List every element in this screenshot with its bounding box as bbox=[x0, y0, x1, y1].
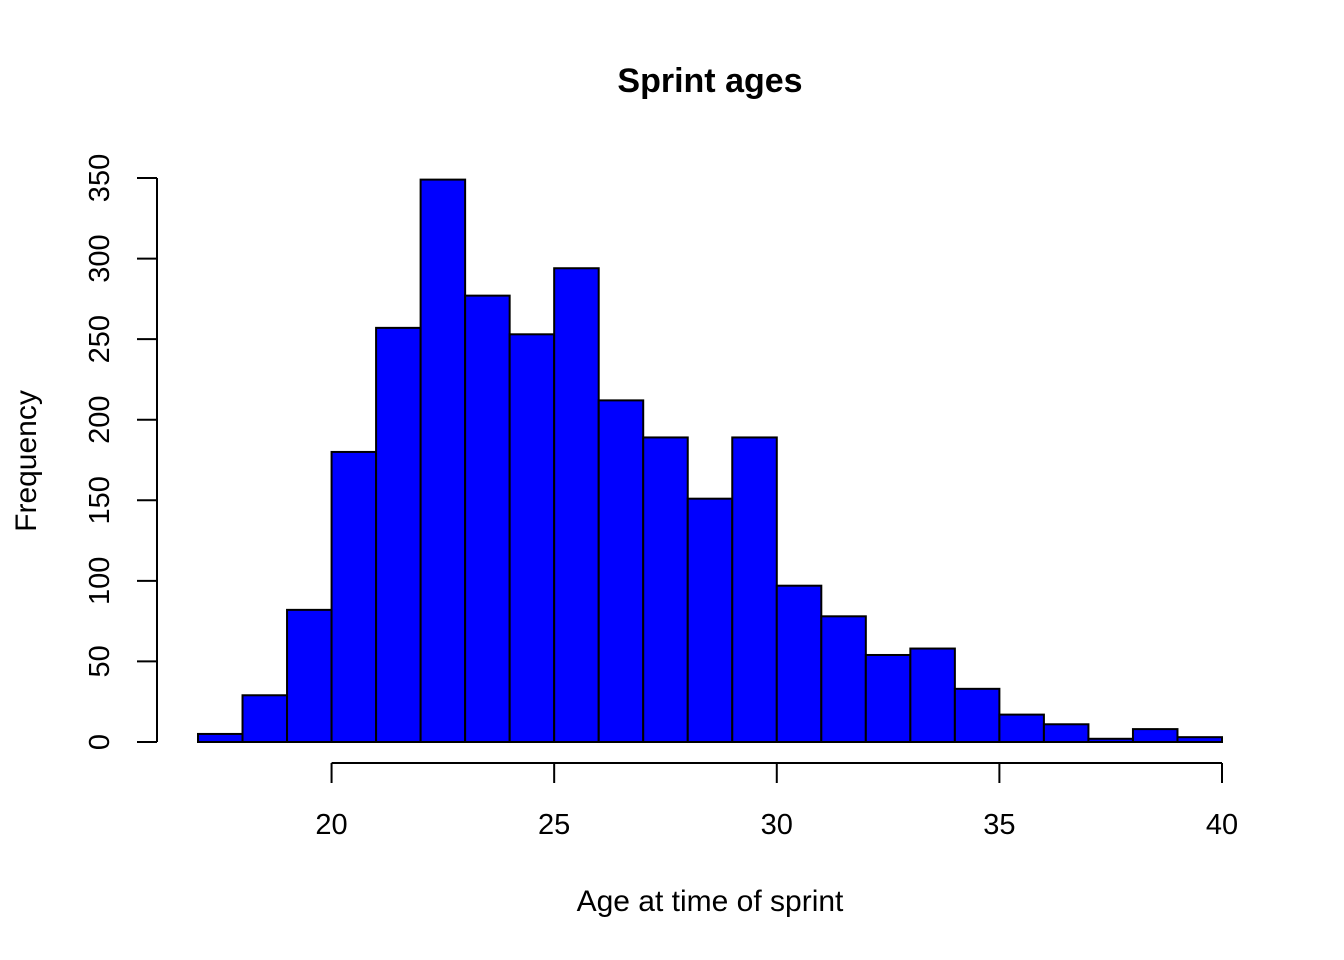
histogram-bar bbox=[642, 436, 689, 743]
x-axis: 20 25 30 35 40 bbox=[315, 762, 1238, 841]
histogram-bar bbox=[998, 713, 1045, 743]
y-tick-label: 200 bbox=[84, 396, 116, 444]
histogram-bar bbox=[597, 399, 645, 743]
histogram-bar bbox=[553, 267, 600, 743]
y-tick-label: 300 bbox=[84, 234, 116, 282]
x-tick-label: 40 bbox=[1206, 809, 1238, 841]
y-tick-label: 50 bbox=[84, 645, 116, 677]
x-tick-label: 35 bbox=[983, 809, 1015, 841]
bars-group bbox=[197, 178, 1224, 744]
histogram-bar bbox=[1087, 737, 1134, 744]
histogram-bar bbox=[286, 608, 333, 743]
y-tick-label: 150 bbox=[84, 476, 116, 524]
histogram-bar bbox=[1176, 736, 1224, 743]
x-tick-label: 30 bbox=[761, 809, 793, 841]
histogram-bar bbox=[686, 497, 734, 743]
y-axis-label: Frequency bbox=[10, 390, 43, 532]
y-tick-label: 350 bbox=[84, 154, 116, 202]
y-tick-label: 250 bbox=[84, 315, 116, 363]
histogram-bar bbox=[953, 687, 1001, 744]
y-tick-label: 0 bbox=[84, 734, 116, 750]
x-axis-label: Age at time of sprint bbox=[577, 885, 844, 918]
chart-title: Sprint ages bbox=[617, 62, 802, 100]
x-tick-label: 25 bbox=[538, 809, 570, 841]
histogram-bar bbox=[1131, 728, 1179, 744]
histogram-bar bbox=[864, 653, 912, 743]
histogram-bar bbox=[375, 326, 422, 743]
histogram-bar bbox=[241, 694, 289, 743]
histogram-bar bbox=[330, 450, 378, 743]
histogram-bar bbox=[1042, 723, 1090, 744]
histogram-bar bbox=[731, 436, 778, 743]
histogram-bar bbox=[775, 584, 823, 743]
histogram-bar bbox=[464, 294, 511, 743]
histogram-bar bbox=[909, 647, 956, 744]
histogram-bar bbox=[419, 178, 467, 743]
y-axis: 0 50 100 150 200 250 300 350 bbox=[84, 154, 158, 750]
histogram-bar bbox=[508, 333, 556, 743]
x-tick-label: 20 bbox=[315, 809, 347, 841]
y-tick-label: 100 bbox=[84, 557, 116, 605]
histogram-bar bbox=[820, 615, 867, 744]
histogram-bar bbox=[197, 732, 244, 744]
